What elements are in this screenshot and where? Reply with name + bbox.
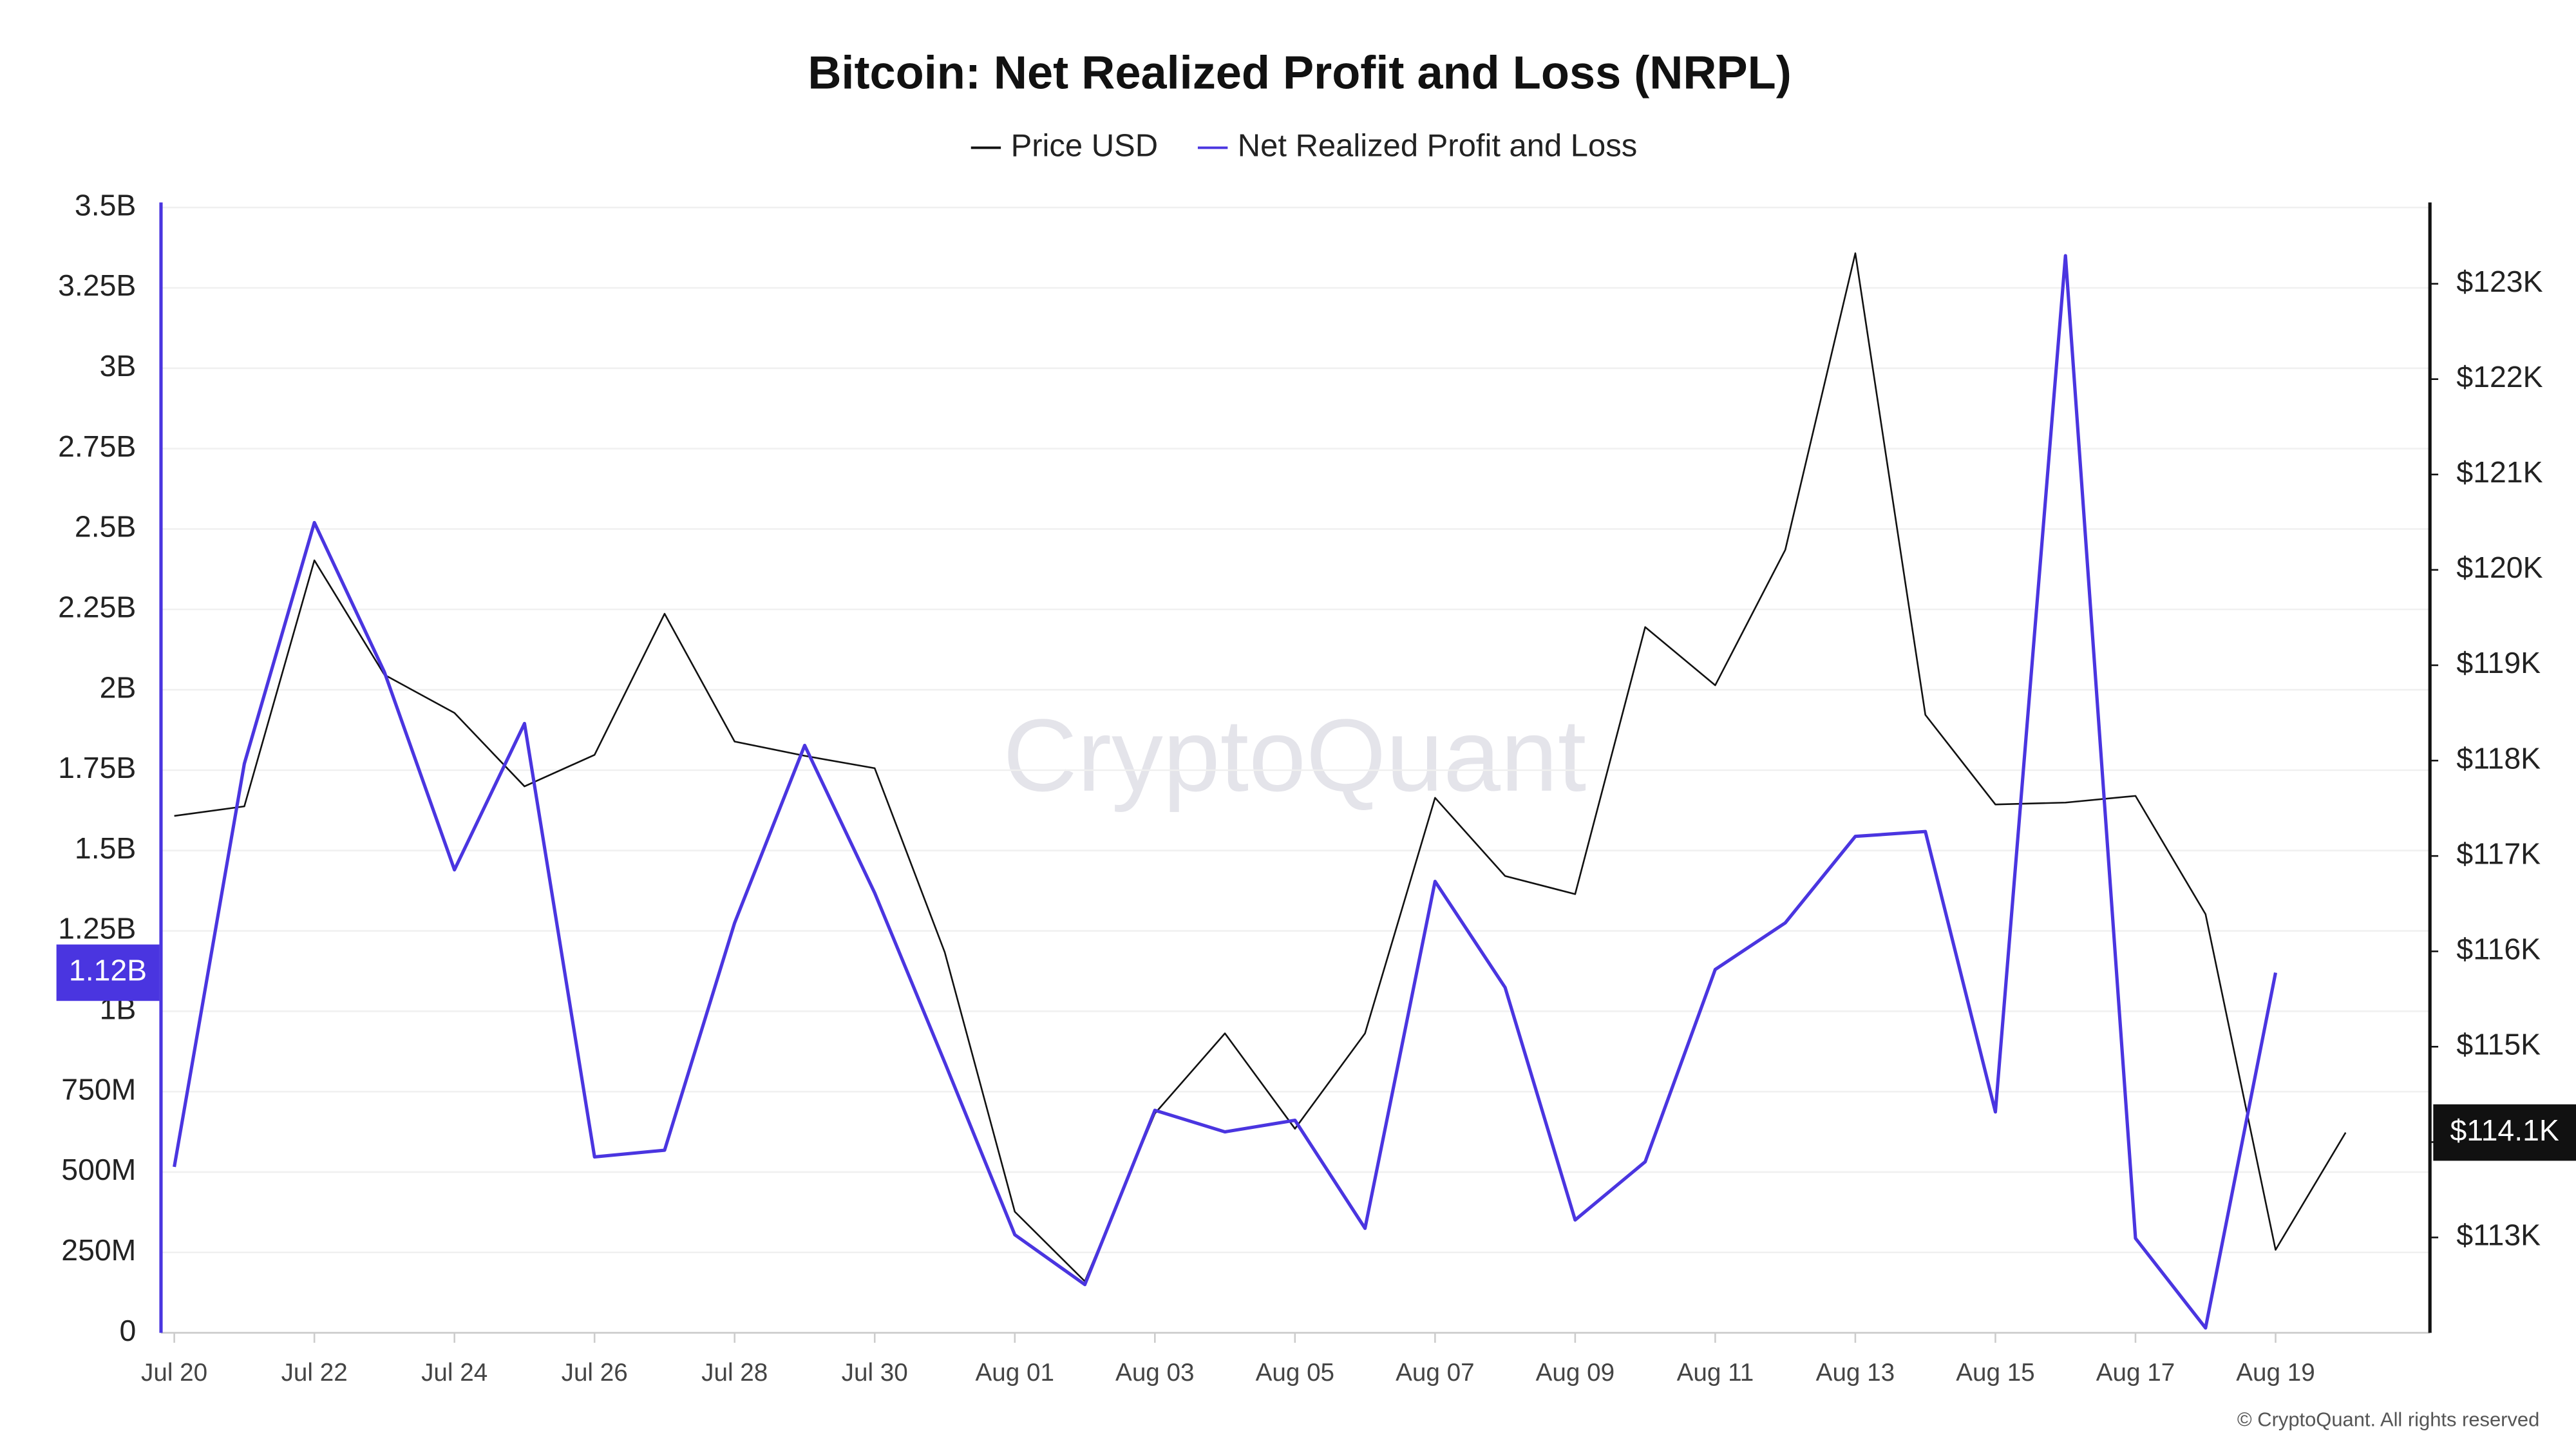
series-line bbox=[174, 252, 2347, 1282]
value-badge bbox=[56, 944, 160, 1001]
y-tick-label: 0 bbox=[120, 1314, 137, 1347]
value-label: 1.12B bbox=[69, 954, 147, 987]
watermark: CryptoQuant bbox=[1003, 697, 1586, 813]
y-tick-label: 3B bbox=[100, 349, 137, 383]
y-tick-label: 500M bbox=[61, 1153, 136, 1186]
y2-tick-label: $123K bbox=[2456, 265, 2543, 298]
x-tick-label: Aug 09 bbox=[1536, 1359, 1615, 1387]
x-tick-label: Aug 07 bbox=[1396, 1359, 1474, 1387]
series-line bbox=[173, 254, 2278, 1330]
y-tick-label: 1.5B bbox=[75, 831, 136, 865]
x-tick-label: Jul 22 bbox=[281, 1359, 348, 1387]
y2-tick-label: $122K bbox=[2456, 360, 2543, 393]
x-tick-label: Aug 01 bbox=[976, 1359, 1054, 1387]
x-tick-label: Aug 03 bbox=[1115, 1359, 1194, 1387]
y-tick-label: 1.75B bbox=[58, 751, 136, 784]
y2-tick-label: $115K bbox=[2456, 1028, 2541, 1061]
x-tick-label: Jul 24 bbox=[421, 1359, 488, 1387]
y2-tick-label: $116K bbox=[2456, 932, 2541, 965]
x-tick-label: Aug 11 bbox=[1677, 1359, 1754, 1387]
x-tick-label: Jul 26 bbox=[562, 1359, 628, 1387]
x-tick-label: Aug 17 bbox=[2096, 1359, 2175, 1387]
x-tick-label: Jul 28 bbox=[701, 1359, 768, 1387]
y-tick-label: 2B bbox=[100, 670, 137, 704]
y2-tick-label: $121K bbox=[2456, 455, 2543, 489]
y-tick-label: 750M bbox=[61, 1072, 136, 1106]
y-tick-label: 3.25B bbox=[58, 269, 136, 302]
chart-title: Bitcoin: Net Realized Profit and Loss (N… bbox=[808, 48, 1791, 99]
y-tick-label: 2.5B bbox=[75, 510, 136, 544]
y2-tick-label: $118K bbox=[2456, 741, 2541, 775]
y2-tick-label: $120K bbox=[2456, 551, 2543, 584]
y2-tick-label: $113K bbox=[2456, 1218, 2541, 1252]
y-tick-label: 1.25B bbox=[58, 912, 136, 945]
legend-label: Net Realized Profit and Loss bbox=[1238, 128, 1637, 163]
legend: Price USD Net Realized Profit and Loss bbox=[971, 128, 1637, 163]
y-tick-label: 2.25B bbox=[58, 590, 136, 623]
legend-label: Price USD bbox=[1011, 128, 1159, 163]
y-tick-label: 2.75B bbox=[58, 430, 136, 463]
x-tick-label: Aug 05 bbox=[1256, 1359, 1334, 1387]
x-tick-label: Aug 13 bbox=[1816, 1359, 1895, 1387]
x-tick-label: Jul 20 bbox=[141, 1359, 207, 1387]
y2-tick-label: $119K bbox=[2456, 646, 2541, 679]
footer: © CryptoQuant. All rights reserved bbox=[2237, 1408, 2539, 1430]
y-tick-label: 3.5B bbox=[75, 188, 136, 222]
value-label: $114.1K bbox=[2450, 1113, 2559, 1147]
x-tick-label: Jul 30 bbox=[842, 1359, 908, 1387]
value-badge bbox=[2433, 1104, 2576, 1161]
x-tick-label: Aug 15 bbox=[1956, 1359, 2034, 1387]
x-tick-label: Aug 19 bbox=[2236, 1359, 2315, 1387]
y-tick-label: 250M bbox=[61, 1233, 136, 1267]
y2-tick-label: $117K bbox=[2456, 837, 2541, 870]
